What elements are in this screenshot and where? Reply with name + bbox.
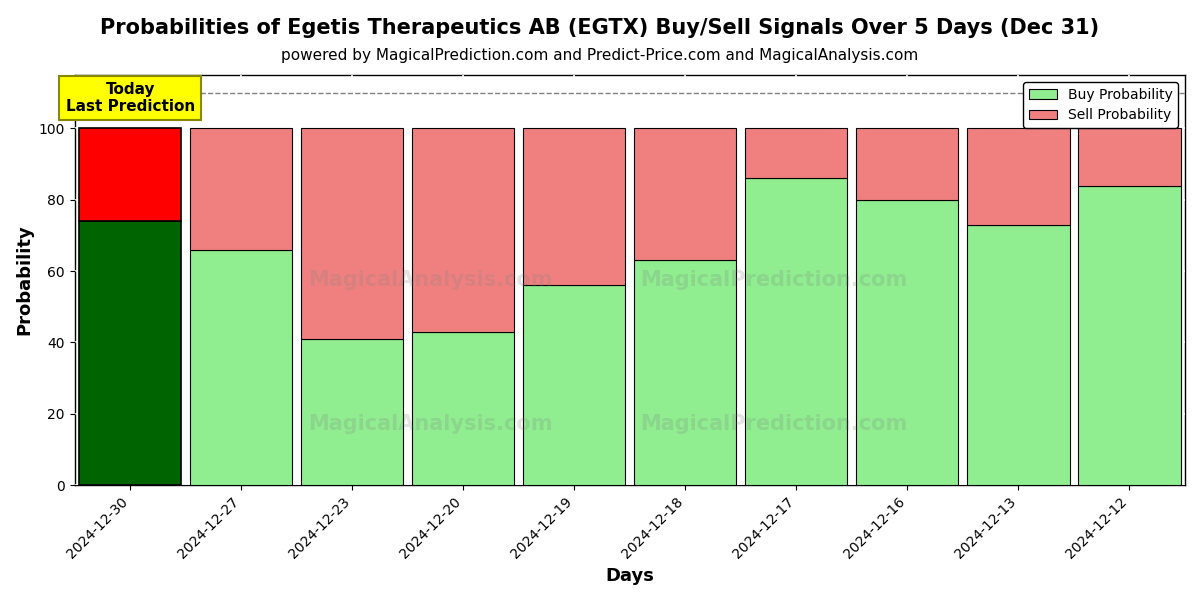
Bar	[523, 286, 625, 485]
Bar	[635, 260, 737, 485]
Bar	[301, 128, 403, 339]
Y-axis label: Probability: Probability	[16, 225, 34, 335]
Bar	[412, 332, 515, 485]
Bar	[79, 221, 181, 485]
Text: Today
Last Prediction: Today Last Prediction	[66, 82, 194, 115]
Bar	[1079, 185, 1181, 485]
Bar	[412, 128, 515, 332]
Bar	[301, 339, 403, 485]
Legend: Buy Probability, Sell Probability: Buy Probability, Sell Probability	[1024, 82, 1178, 128]
Bar	[745, 178, 847, 485]
Bar	[523, 128, 625, 286]
Bar	[857, 128, 959, 200]
Text: MagicalPrediction.com: MagicalPrediction.com	[641, 413, 907, 434]
Bar	[79, 128, 181, 221]
Text: powered by MagicalPrediction.com and Predict-Price.com and MagicalAnalysis.com: powered by MagicalPrediction.com and Pre…	[281, 48, 919, 63]
Bar	[967, 128, 1069, 225]
Text: MagicalPrediction.com: MagicalPrediction.com	[641, 270, 907, 290]
Text: MagicalAnalysis.com: MagicalAnalysis.com	[307, 270, 552, 290]
Bar	[745, 128, 847, 178]
X-axis label: Days: Days	[605, 567, 654, 585]
Bar	[967, 225, 1069, 485]
Bar	[190, 250, 293, 485]
Bar	[857, 200, 959, 485]
Bar	[190, 128, 293, 250]
Bar	[635, 128, 737, 260]
Text: Probabilities of Egetis Therapeutics AB (EGTX) Buy/Sell Signals Over 5 Days (Dec: Probabilities of Egetis Therapeutics AB …	[101, 18, 1099, 38]
Bar	[1079, 128, 1181, 185]
Text: MagicalAnalysis.com: MagicalAnalysis.com	[307, 413, 552, 434]
